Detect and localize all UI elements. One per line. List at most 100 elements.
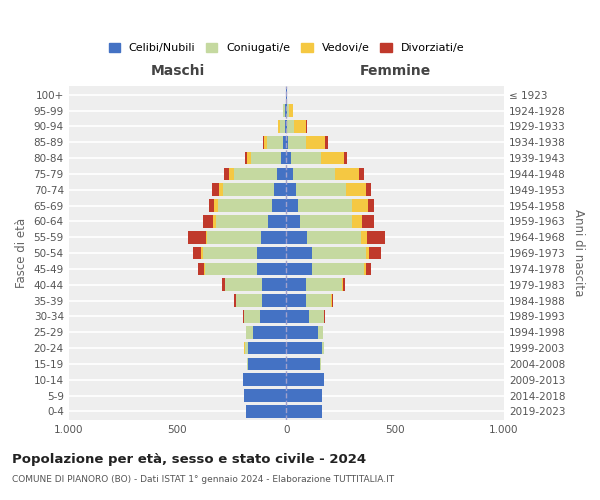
- Text: COMUNE DI PIANORO (BO) - Dati ISTAT 1° gennaio 2024 - Elaborazione TUTTITALIA.IT: COMUNE DI PIANORO (BO) - Dati ISTAT 1° g…: [12, 476, 394, 484]
- Bar: [264, 136, 268, 148]
- Bar: [277, 168, 286, 180]
- Bar: [342, 278, 343, 291]
- Bar: [306, 120, 307, 133]
- Bar: [286, 231, 307, 243]
- Bar: [331, 294, 332, 307]
- Bar: [286, 200, 298, 212]
- Bar: [366, 247, 369, 260]
- Bar: [296, 184, 346, 196]
- Bar: [207, 231, 261, 243]
- Bar: [222, 278, 226, 291]
- Bar: [245, 342, 248, 354]
- Y-axis label: Anni di nascita: Anni di nascita: [572, 210, 585, 297]
- Bar: [286, 215, 301, 228]
- Bar: [214, 215, 215, 228]
- Bar: [286, 136, 289, 148]
- Bar: [301, 215, 352, 228]
- Bar: [313, 247, 366, 260]
- Bar: [215, 215, 268, 228]
- Bar: [214, 200, 218, 212]
- Bar: [361, 231, 367, 243]
- Bar: [306, 136, 325, 148]
- Bar: [286, 168, 293, 180]
- Bar: [286, 358, 320, 370]
- Bar: [205, 262, 257, 276]
- Bar: [366, 262, 371, 276]
- Text: Popolazione per età, sesso e stato civile - 2024: Popolazione per età, sesso e stato civil…: [12, 452, 366, 466]
- Bar: [286, 152, 290, 164]
- Bar: [244, 342, 245, 354]
- Bar: [318, 326, 323, 338]
- Text: Maschi: Maschi: [151, 64, 205, 78]
- Bar: [298, 200, 352, 212]
- Bar: [262, 294, 286, 307]
- Bar: [286, 310, 309, 323]
- Bar: [224, 168, 229, 180]
- Bar: [346, 184, 366, 196]
- Bar: [234, 168, 277, 180]
- Bar: [247, 358, 248, 370]
- Bar: [287, 120, 294, 133]
- Bar: [293, 168, 335, 180]
- Bar: [229, 168, 234, 180]
- Bar: [344, 152, 347, 164]
- Bar: [206, 231, 207, 243]
- Bar: [368, 200, 374, 212]
- Bar: [309, 310, 325, 323]
- Bar: [289, 136, 306, 148]
- Bar: [223, 184, 274, 196]
- Bar: [286, 390, 322, 402]
- Bar: [286, 120, 287, 133]
- Bar: [248, 342, 286, 354]
- Bar: [306, 278, 342, 291]
- Bar: [247, 152, 251, 164]
- Bar: [234, 294, 236, 307]
- Bar: [248, 358, 286, 370]
- Bar: [320, 358, 321, 370]
- Bar: [260, 310, 286, 323]
- Bar: [366, 184, 371, 196]
- Bar: [286, 247, 313, 260]
- Bar: [257, 262, 286, 276]
- Bar: [244, 310, 260, 323]
- Bar: [253, 326, 286, 338]
- Bar: [287, 104, 289, 117]
- Bar: [212, 184, 219, 196]
- Bar: [274, 184, 286, 196]
- Bar: [332, 294, 333, 307]
- Bar: [268, 215, 286, 228]
- Bar: [352, 215, 362, 228]
- Bar: [243, 310, 244, 323]
- Bar: [203, 247, 257, 260]
- Bar: [245, 152, 247, 164]
- Bar: [243, 374, 286, 386]
- Bar: [286, 184, 296, 196]
- Bar: [286, 326, 318, 338]
- Bar: [261, 231, 286, 243]
- Bar: [321, 152, 344, 164]
- Bar: [343, 278, 345, 291]
- Bar: [285, 104, 286, 117]
- Bar: [322, 342, 325, 354]
- Bar: [236, 294, 262, 307]
- Bar: [286, 405, 322, 418]
- Bar: [246, 405, 286, 418]
- Bar: [268, 136, 283, 148]
- Bar: [362, 215, 374, 228]
- Bar: [286, 278, 306, 291]
- Bar: [257, 247, 286, 260]
- Bar: [352, 200, 368, 212]
- Bar: [286, 294, 306, 307]
- Bar: [246, 326, 253, 338]
- Bar: [188, 231, 206, 243]
- Bar: [286, 342, 322, 354]
- Bar: [289, 104, 293, 117]
- Bar: [286, 262, 313, 276]
- Bar: [283, 136, 286, 148]
- Bar: [369, 247, 381, 260]
- Bar: [272, 200, 286, 212]
- Bar: [203, 262, 205, 276]
- Bar: [286, 374, 325, 386]
- Bar: [278, 120, 280, 133]
- Bar: [281, 152, 286, 164]
